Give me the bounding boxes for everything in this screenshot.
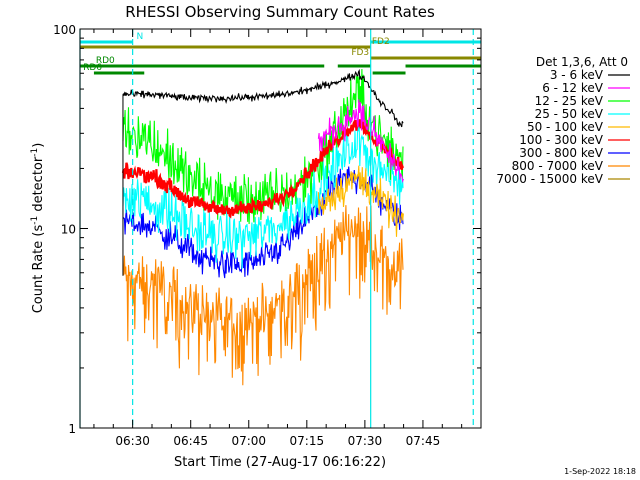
y-tick-label: 10 [61, 223, 76, 237]
x-axis-label: Start Time (27-Aug-17 06:16:22) [174, 455, 386, 470]
series-line [122, 117, 404, 269]
state-bar-label: N [137, 32, 144, 42]
state-bar-segment [370, 56, 481, 60]
y-axis-label-exponent: -1 [30, 216, 40, 225]
series-line [121, 118, 405, 219]
state-bar-segment [80, 64, 325, 68]
y-axis-label: Count Rate (s-1 detector-1) [30, 143, 46, 314]
legend-entry-label: 7000 - 15000 keV [496, 172, 603, 186]
legend-header: Det 1,3,6, Att 0 [536, 55, 628, 69]
y-tick-label: 1 [68, 422, 76, 436]
data-layer [121, 68, 405, 386]
legend-entry-label: 12 - 25 keV [535, 94, 604, 108]
state-bar-label: FD3 [351, 48, 369, 58]
x-tick-label: 07:30 [348, 434, 383, 448]
footer-date: 1-Sep-2022 18:18 [564, 467, 636, 476]
legend-entry-label: 100 - 300 keV [519, 133, 603, 147]
series-line [122, 166, 404, 279]
x-tick-label: 06:45 [173, 434, 208, 448]
series-line [122, 205, 404, 386]
legend-entry-label: 6 - 12 keV [542, 81, 604, 95]
state-bar-segment [93, 71, 145, 75]
state-bar-label: FD2 [372, 37, 390, 47]
state-bar-label: RD6 [83, 63, 102, 73]
x-tick-label: 07:00 [231, 434, 266, 448]
vline-layer [79, 29, 474, 428]
series-line [122, 68, 404, 225]
state-bar-segment [80, 40, 133, 44]
state-bar-segment [370, 40, 481, 44]
state-bar-segment [405, 64, 481, 68]
state-bar-segment [372, 71, 406, 75]
chart-title: RHESSI Observing Summary Count Rates [125, 3, 435, 21]
legend-entry-label: 300 - 800 keV [519, 146, 603, 160]
legend-entry-label: 3 - 6 keV [550, 68, 604, 82]
legend-entry-label: 50 - 100 keV [527, 120, 604, 134]
series-line [317, 165, 404, 237]
tick-layer: 06:30 06:45 07:00 07:15 07:30 07:45 1 10 100 [53, 23, 481, 448]
legend-entry-label: 800 - 7000 keV [512, 159, 604, 173]
series-line [317, 99, 404, 184]
x-axis-start-time: 27-Aug-17 06:16:22 [251, 455, 381, 470]
x-tick-label: 07:15 [290, 434, 325, 448]
y-tick-label: 100 [53, 23, 76, 37]
state-bar-segment [80, 45, 371, 49]
x-tick-label: 06:30 [115, 434, 150, 448]
x-tick-label: 07:45 [406, 434, 441, 448]
state-bar-label: RD0 [96, 56, 115, 66]
state-bar-segment [337, 64, 371, 68]
legend-entry-label: 25 - 50 keV [535, 107, 604, 121]
series-line [122, 68, 404, 128]
